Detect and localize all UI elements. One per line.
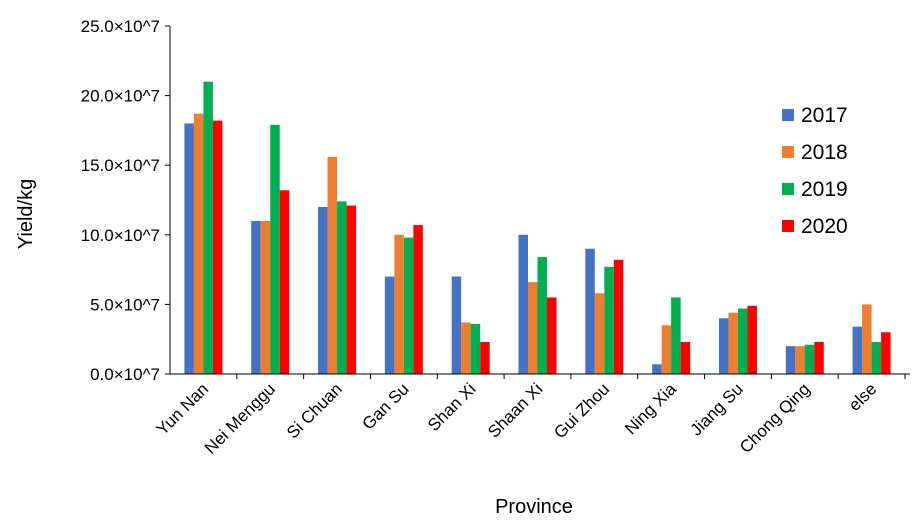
y-tick-label: 25.0×10^7 xyxy=(81,17,160,36)
legend: 2017 2018 2019 2020 xyxy=(782,104,848,238)
legend-swatch-2017 xyxy=(782,109,794,121)
bar-2018 xyxy=(862,304,872,374)
x-tick-label: Ning Xia xyxy=(621,379,680,438)
bar-2018 xyxy=(795,346,805,374)
bar-2020 xyxy=(212,120,223,374)
bar-2020 xyxy=(613,259,624,374)
x-tick-label: Chong Qing xyxy=(736,379,814,457)
bar-2018 xyxy=(327,156,338,374)
x-tick-label: Gui Zhou xyxy=(550,379,613,442)
bar-2017 xyxy=(585,248,595,374)
bar-2019 xyxy=(470,323,481,374)
bar-2018 xyxy=(528,282,538,374)
y-axis-title: Yield/kg xyxy=(15,179,37,249)
bar-2019 xyxy=(871,341,882,374)
x-tick-label: Gan Su xyxy=(358,379,412,433)
legend-label: 2018 xyxy=(801,141,848,164)
legend-swatch-2019 xyxy=(782,183,794,195)
bar-2019 xyxy=(537,257,547,374)
bar-2017 xyxy=(852,326,863,374)
bar-2018 xyxy=(394,234,404,374)
bar-2017 xyxy=(384,276,395,374)
bar-2018 xyxy=(728,312,738,374)
bar-2018 xyxy=(661,325,672,374)
bar-2020 xyxy=(413,225,423,374)
x-tick-label: Yun Nan xyxy=(153,379,213,439)
bar-2019 xyxy=(671,297,681,374)
bar-2019 xyxy=(804,344,815,374)
bars-group xyxy=(184,81,891,375)
legend-label: 2019 xyxy=(801,178,848,201)
legend-swatch-2020 xyxy=(782,220,794,232)
x-tick-label: else xyxy=(845,379,880,414)
y-tick-label: 10.0×10^7 xyxy=(81,226,160,245)
x-tick-label: Si Chuan xyxy=(283,379,346,442)
bar-2019 xyxy=(270,124,280,374)
bar-2020 xyxy=(680,341,691,374)
y-tick-label: 20.0×10^7 xyxy=(81,87,160,106)
bar-2019 xyxy=(604,266,614,374)
bar-2017 xyxy=(718,318,729,374)
bar-2018 xyxy=(461,322,471,374)
x-tick-label: Shaan Xi xyxy=(484,379,546,441)
bar-2019 xyxy=(403,237,414,374)
bar-2020 xyxy=(881,332,891,374)
bar-2020 xyxy=(547,297,557,374)
bar-2019 xyxy=(203,81,213,375)
bar-2017 xyxy=(318,206,328,374)
legend-swatch-2018 xyxy=(782,146,794,158)
y-ticks-group: 0.0×10^7 5.0×10^7 10.0×10^7 15.0×10^7 20.0×1… xyxy=(81,17,170,384)
bar-2017 xyxy=(652,364,662,374)
bar-2019 xyxy=(337,201,347,374)
legend-label: 2017 xyxy=(801,104,848,127)
bar-2020 xyxy=(814,341,824,374)
x-tick-label: Nei Menggu xyxy=(201,379,279,457)
y-tick-label: 0.0×10^7 xyxy=(90,365,160,384)
bar-2020 xyxy=(346,205,357,374)
bar-2017 xyxy=(251,220,261,374)
axes-group xyxy=(169,26,910,375)
legend-label: 2020 xyxy=(801,215,848,238)
bar-2020 xyxy=(480,341,490,374)
bar-2018 xyxy=(594,293,605,374)
bar-2017 xyxy=(451,276,462,374)
bar-2019 xyxy=(737,308,748,374)
bar-2017 xyxy=(518,234,528,374)
bar-2018 xyxy=(260,220,271,374)
x-tick-label: Shan Xi xyxy=(424,379,480,435)
bar-2017 xyxy=(184,123,194,374)
x-axis-title: Province xyxy=(495,496,573,518)
x-tick-label: Jiang Su xyxy=(687,379,747,439)
bar-2020 xyxy=(747,305,757,374)
y-tick-label: 15.0×10^7 xyxy=(81,156,160,175)
y-tick-label: 5.0×10^7 xyxy=(90,295,160,314)
bar-2020 xyxy=(279,190,290,374)
bar-2017 xyxy=(785,346,796,374)
bar-2018 xyxy=(193,113,204,375)
